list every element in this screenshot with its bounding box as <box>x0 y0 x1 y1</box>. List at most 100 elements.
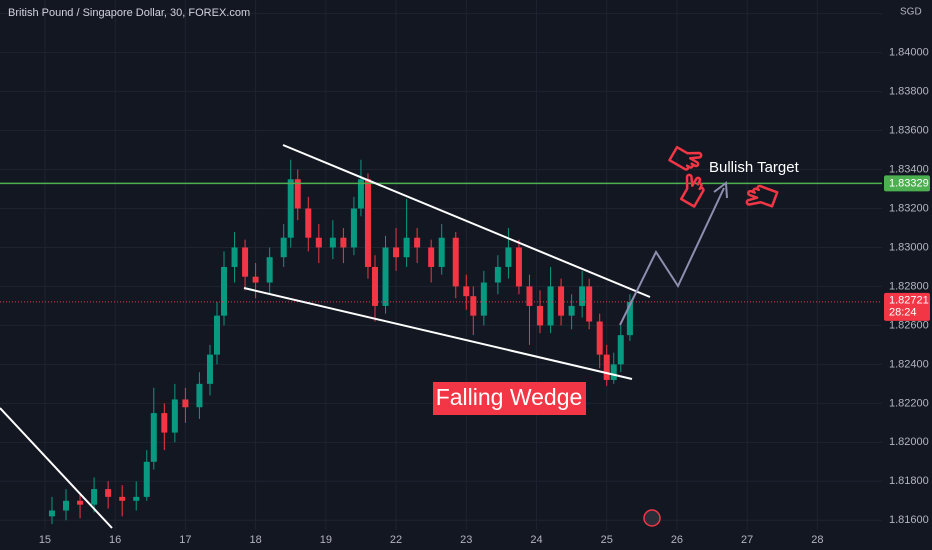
candle-body <box>206 354 213 384</box>
candle-body <box>393 247 400 258</box>
candle-body <box>480 282 487 316</box>
candle-body <box>610 364 617 380</box>
candle-body <box>196 383 203 408</box>
candle-body <box>213 315 220 355</box>
candle-body <box>357 179 364 209</box>
candle-body <box>329 237 336 248</box>
candle-body <box>161 413 168 433</box>
y-tick-label: 1.82600 <box>889 319 929 331</box>
candle-body <box>515 247 522 287</box>
y-tick-label: 1.84000 <box>889 47 929 59</box>
candle-body <box>537 305 544 326</box>
candle-body <box>171 399 178 433</box>
candle-body <box>414 237 421 248</box>
x-tick-label: 27 <box>741 534 753 546</box>
last-price-label: 1.82721 <box>889 295 929 307</box>
candle-body <box>91 489 98 505</box>
target-label-box <box>884 175 930 192</box>
candle-body <box>221 266 228 316</box>
annotation-box <box>433 382 586 415</box>
candle-body <box>371 266 378 306</box>
candle-body <box>403 237 410 258</box>
x-tick-label: 15 <box>39 534 51 546</box>
candle-body <box>494 266 501 283</box>
y-tick-label: 1.82400 <box>889 358 929 370</box>
chart-title: British Pound / Singapore Dollar, 30, FO… <box>8 7 250 19</box>
projection-path <box>619 187 725 326</box>
candle-body <box>77 500 84 505</box>
candle-body <box>119 496 126 501</box>
grid <box>0 0 882 530</box>
candle-body <box>558 286 565 316</box>
candle-body <box>463 286 470 297</box>
x-tick-label: 22 <box>390 534 402 546</box>
wedge-upper <box>282 144 651 298</box>
candle-body <box>603 354 610 380</box>
candle-body <box>617 335 624 365</box>
y-tick-label: 1.83200 <box>889 202 929 214</box>
annotation: Bullish Target <box>709 159 800 176</box>
y-tick-label: 1.82800 <box>889 280 929 292</box>
candle-body <box>231 247 238 267</box>
y-tick-label: 1.83600 <box>889 124 929 136</box>
x-tick-label: 24 <box>530 534 542 546</box>
candle-body <box>252 276 259 283</box>
candle-body <box>105 489 112 497</box>
wedge-lower <box>243 287 633 380</box>
candle-body <box>315 237 322 248</box>
trend-line <box>0 407 113 529</box>
candle-body <box>568 305 575 316</box>
candle-body <box>287 179 294 238</box>
candle-body <box>266 257 273 283</box>
candle-body <box>428 247 435 267</box>
candle-body <box>526 286 533 306</box>
y-tick-label: 1.83000 <box>889 241 929 253</box>
y-tick-label: 1.81600 <box>889 514 929 526</box>
candle-body <box>382 247 389 306</box>
candle-body <box>242 247 249 277</box>
y-tick-label: 1.82200 <box>889 397 929 409</box>
projection-arrowhead <box>713 181 728 199</box>
candle-body <box>626 302 633 336</box>
annotation: Falling Wedge <box>436 384 583 410</box>
x-tick-label: 16 <box>109 534 121 546</box>
price-axis <box>882 0 932 550</box>
y-tick-label: 1.81800 <box>889 475 929 487</box>
candle-body <box>350 208 357 248</box>
last-price-box <box>884 292 930 321</box>
candle-body <box>505 247 512 267</box>
candle-body <box>596 321 603 355</box>
candle-body <box>547 286 554 326</box>
candle-body <box>280 237 287 258</box>
event-icon[interactable] <box>643 509 661 527</box>
candle-body <box>364 179 371 267</box>
candle-body <box>143 461 150 497</box>
candle-body <box>340 237 347 248</box>
x-tick-label: 17 <box>179 534 191 546</box>
candle-body <box>438 237 445 267</box>
y-tick-label: 1.83800 <box>889 85 929 97</box>
x-tick-label: 18 <box>249 534 261 546</box>
candle-body <box>470 296 477 316</box>
candle-body <box>48 510 55 517</box>
candle-body <box>294 179 301 209</box>
candle-body <box>63 500 70 511</box>
x-tick-label: 23 <box>460 534 472 546</box>
hand-icon <box>679 173 705 208</box>
x-tick-label: 19 <box>320 534 332 546</box>
candle-body <box>452 237 459 287</box>
hand-icon <box>745 184 779 208</box>
candle-body <box>586 286 593 322</box>
currency-box <box>886 0 932 20</box>
hand-icon <box>668 145 703 171</box>
candles <box>0 159 882 525</box>
candle-body <box>305 208 312 238</box>
candle-body <box>579 286 586 306</box>
currency: SGD <box>900 7 922 18</box>
x-tick-label: 25 <box>601 534 613 546</box>
x-tick-label: 26 <box>671 534 683 546</box>
y-tick-label: 1.82000 <box>889 436 929 448</box>
candle-body <box>133 496 140 501</box>
